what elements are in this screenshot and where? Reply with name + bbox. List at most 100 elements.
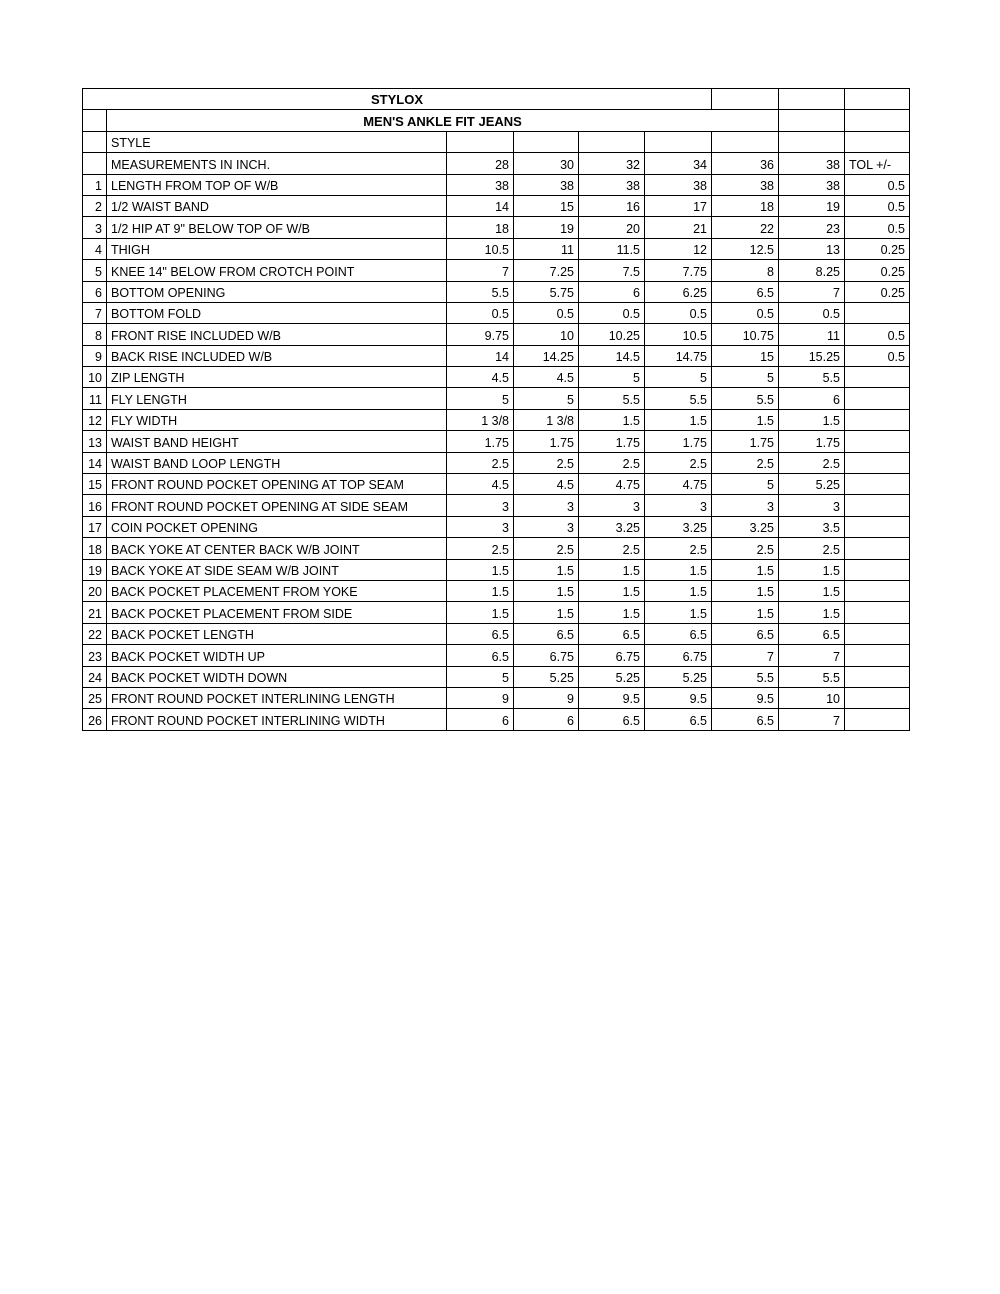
size-value-cell: 6.5 — [513, 622, 579, 646]
size-value-cell: 5.5 — [446, 280, 514, 303]
table-row: 23 BACK POCKET WIDTH UP 6.5 6.75 6.75 6.75 7 7 — [82, 644, 910, 667]
size-value-cell: 9.5 — [578, 686, 645, 710]
size-value-cell: 1.75 — [446, 430, 514, 453]
size-value-cell: 19 — [778, 194, 845, 218]
measurement-name-cell: BACK POCKET LENGTH — [106, 622, 447, 646]
size-value-cell: 1.5 — [644, 601, 712, 624]
size-value-cell: 38 — [513, 173, 579, 196]
size-value-cell: 1.5 — [446, 579, 514, 603]
size-value-cell: 1.5 — [711, 601, 779, 624]
size-value-cell: 3 — [578, 494, 645, 517]
size-value-cell: 5.5 — [578, 387, 645, 410]
size-value-cell: 1.5 — [644, 558, 712, 581]
table-row: 18 BACK YOKE AT CENTER BACK W/B JOINT 2.5 2… — [82, 537, 910, 560]
table-row: 16 FRONT ROUND POCKET OPENING AT SIDE SEA… — [82, 494, 910, 517]
tolerance-cell — [844, 473, 910, 496]
row-number-cell: 21 — [82, 601, 107, 624]
empty-cell — [711, 130, 779, 154]
row-number-cell: 17 — [82, 515, 107, 539]
measurement-name-cell: BACK POCKET PLACEMENT FROM YOKE — [106, 579, 447, 603]
empty-cell — [578, 130, 645, 154]
size-value-cell: 5 — [578, 366, 645, 389]
measurement-name-cell: LENGTH FROM TOP OF W/B — [106, 173, 447, 196]
size-header: 36 — [711, 152, 779, 175]
table-row: 9 BACK RISE INCLUDED W/B 14 14.25 14.5 14.75 1… — [82, 344, 910, 368]
size-value-cell: 7 — [778, 280, 845, 303]
sheet-subtitle: MEN'S ANKLE FIT JEANS — [106, 109, 779, 132]
measurement-name-cell: BACK YOKE AT SIDE SEAM W/B JOINT — [106, 558, 447, 581]
size-value-cell: 14.75 — [644, 344, 712, 368]
size-value-cell: 1 3/8 — [446, 408, 514, 432]
size-value-cell: 3 — [778, 494, 845, 517]
size-value-cell: 38 — [644, 173, 712, 196]
measurement-name-cell: ZIP LENGTH — [106, 366, 447, 389]
size-value-cell: 4.75 — [644, 473, 712, 496]
size-value-cell: 17 — [644, 194, 712, 218]
tolerance-cell: 0.5 — [844, 173, 910, 196]
tolerance-cell: 0.25 — [844, 280, 910, 303]
row-number-cell: 11 — [82, 387, 107, 410]
tolerance-cell — [844, 408, 910, 432]
empty-cell — [778, 130, 845, 154]
empty-cell — [82, 109, 107, 132]
size-value-cell: 0.5 — [446, 301, 514, 325]
size-value-cell: 1.5 — [513, 601, 579, 624]
size-value-cell: 1.75 — [644, 430, 712, 453]
size-value-cell: 1.5 — [778, 558, 845, 581]
size-value-cell: 9.75 — [446, 323, 514, 346]
measurement-name-cell: FRONT ROUND POCKET INTERLINING WIDTH — [106, 708, 447, 731]
measurement-name-cell: WAIST BAND HEIGHT — [106, 430, 447, 453]
table-row: 12 FLY WIDTH 1 3/8 1 3/8 1.5 1.5 1.5 1.5 — [82, 408, 910, 432]
table-row: 6 BOTTOM OPENING 5.5 5.75 6 6.25 6.5 7 0.25 — [82, 280, 910, 303]
table-row: 4 THIGH 10.5 11 11.5 12 12.5 13 0.25 — [82, 237, 910, 261]
size-value-cell: 5.75 — [513, 280, 579, 303]
size-value-cell: 3 — [513, 494, 579, 517]
measurement-name-cell: THIGH — [106, 237, 447, 261]
size-value-cell: 5 — [644, 366, 712, 389]
measurement-name-cell: 1/2 HIP AT 9" BELOW TOP OF W/B — [106, 216, 447, 239]
size-value-cell: 2.5 — [711, 537, 779, 560]
size-value-cell: 1.5 — [578, 408, 645, 432]
row-number-cell: 3 — [82, 216, 107, 239]
size-value-cell: 22 — [711, 216, 779, 239]
size-value-cell: 2.5 — [578, 537, 645, 560]
row-number-cell: 14 — [82, 451, 107, 475]
size-value-cell: 1.5 — [778, 408, 845, 432]
empty-cell — [844, 130, 910, 154]
table-row: 8 FRONT RISE INCLUDED W/B 9.75 10 10.25 10.5 1… — [82, 323, 910, 346]
size-value-cell: 10.25 — [578, 323, 645, 346]
size-value-cell: 10.75 — [711, 323, 779, 346]
measurement-name-cell: FRONT ROUND POCKET INTERLINING LENGTH — [106, 686, 447, 710]
size-header: 34 — [644, 152, 712, 175]
measurement-name-cell: FRONT RISE INCLUDED W/B — [106, 323, 447, 346]
empty-cell — [446, 130, 514, 154]
size-value-cell: 6.5 — [711, 708, 779, 731]
size-value-cell: 10.5 — [446, 237, 514, 261]
table-row: 14 WAIST BAND LOOP LENGTH 2.5 2.5 2.5 2.5 2.5 2… — [82, 451, 910, 475]
tolerance-cell — [844, 601, 910, 624]
measurement-name-cell: KNEE 14" BELOW FROM CROTCH POINT — [106, 259, 447, 282]
size-value-cell: 5.5 — [778, 665, 845, 688]
size-value-cell: 6.5 — [711, 622, 779, 646]
size-value-cell: 38 — [711, 173, 779, 196]
size-value-cell: 5.25 — [578, 665, 645, 688]
size-value-cell: 21 — [644, 216, 712, 239]
measurement-name-cell: FLY WIDTH — [106, 408, 447, 432]
size-value-cell: 5 — [711, 366, 779, 389]
size-value-cell: 3.25 — [578, 515, 645, 539]
row-number-cell: 15 — [82, 473, 107, 496]
size-value-cell: 1.75 — [513, 430, 579, 453]
size-value-cell: 2.5 — [644, 537, 712, 560]
measurement-name-cell: BACK YOKE AT CENTER BACK W/B JOINT — [106, 537, 447, 560]
tolerance-cell — [844, 537, 910, 560]
tolerance-cell — [844, 515, 910, 539]
tolerance-cell: 0.25 — [844, 237, 910, 261]
empty-cell — [644, 130, 712, 154]
size-value-cell: 1.5 — [446, 601, 514, 624]
size-value-cell: 38 — [578, 173, 645, 196]
size-value-cell: 1.5 — [513, 558, 579, 581]
size-value-cell: 0.5 — [513, 301, 579, 325]
size-header: 32 — [578, 152, 645, 175]
table-row: 22 BACK POCKET LENGTH 6.5 6.5 6.5 6.5 6.5 6.5 — [82, 622, 910, 646]
row-number-cell: 10 — [82, 366, 107, 389]
